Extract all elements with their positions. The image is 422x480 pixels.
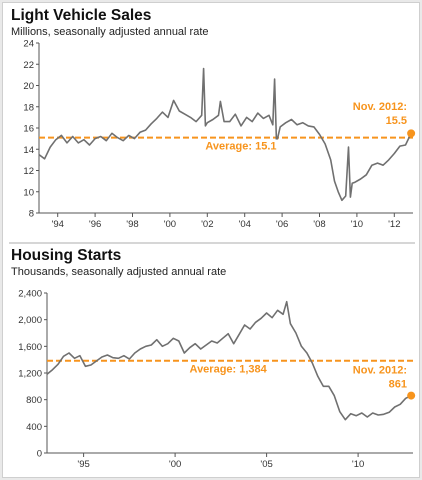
housing-starts-plot: 0 400 800 1,200 1,600 2,000 2,400 '95 '00 '05 '10 A…: [18, 289, 416, 470]
chart-title: Light Vehicle Sales: [11, 7, 152, 24]
series-line: [38, 67, 412, 202]
x-tick-label: '10: [351, 219, 363, 230]
latest-label-date: Nov. 2012:: [353, 101, 407, 113]
x-tick-label: '04: [239, 219, 251, 230]
y-tick-label: 10: [23, 187, 34, 198]
x-tick-label: '98: [126, 219, 138, 230]
y-tick-label: 800: [26, 395, 42, 406]
light-vehicle-sales-plot: 8 10 12 14 16 18 20 22 24 '94 '96 '98 '00 '02 '04 '06 '0…: [23, 39, 416, 230]
latest-label-date: Nov. 2012:: [353, 365, 407, 377]
y-tick-label: 22: [23, 60, 34, 71]
chart-subtitle: Millions, seasonally adjusted annual rat…: [11, 26, 209, 38]
x-tick-label: '95: [77, 459, 89, 470]
y-tick-label: 16: [23, 124, 34, 135]
x-tick-label: '96: [89, 219, 101, 230]
x-tick-label: '06: [276, 219, 288, 230]
y-tick-label: 8: [29, 209, 34, 220]
y-tick-label: 1,200: [18, 369, 42, 380]
x-tick-label: '05: [260, 459, 272, 470]
panel-divider: [9, 242, 415, 244]
x-tick-label: '08: [313, 219, 325, 230]
x-tick-label: '12: [388, 219, 400, 230]
y-tick-label: 20: [23, 81, 34, 92]
x-tick-label: '94: [52, 219, 64, 230]
x-tick-label: '10: [352, 459, 364, 470]
chart-title: Housing Starts: [11, 247, 122, 264]
y-tick-label: 400: [26, 422, 42, 433]
average-label-bg: [186, 362, 271, 376]
latest-point: [407, 129, 416, 138]
chart-panel-housing-starts: Housing Starts Thousands, seasonally adj…: [9, 247, 417, 473]
latest-point: [407, 391, 416, 400]
latest-label-value: 861: [389, 379, 407, 391]
y-tick-label: 2,400: [18, 289, 42, 300]
y-tick-label: 18: [23, 102, 34, 113]
y-tick-label: 1,600: [18, 342, 42, 353]
y-tick-label: 14: [23, 145, 34, 156]
average-label: Average: 15.1: [205, 141, 276, 153]
x-tick-label: '00: [169, 459, 181, 470]
average-label-bg: [198, 139, 283, 153]
series-line: [46, 300, 412, 421]
y-tick-label: 12: [23, 166, 34, 177]
latest-label-value: 15.5: [386, 115, 407, 127]
average-label: Average: 1,384: [190, 364, 268, 376]
chart-subtitle: Thousands, seasonally adjusted annual ra…: [11, 266, 227, 278]
y-tick-label: 0: [37, 449, 42, 460]
y-tick-label: 2,000: [18, 315, 42, 326]
y-tick-label: 24: [23, 39, 34, 50]
x-tick-label: '00: [164, 219, 176, 230]
chart-panel-light-vehicle-sales: Light Vehicle Sales Millions, seasonally…: [9, 7, 417, 239]
x-tick-label: '02: [201, 219, 213, 230]
